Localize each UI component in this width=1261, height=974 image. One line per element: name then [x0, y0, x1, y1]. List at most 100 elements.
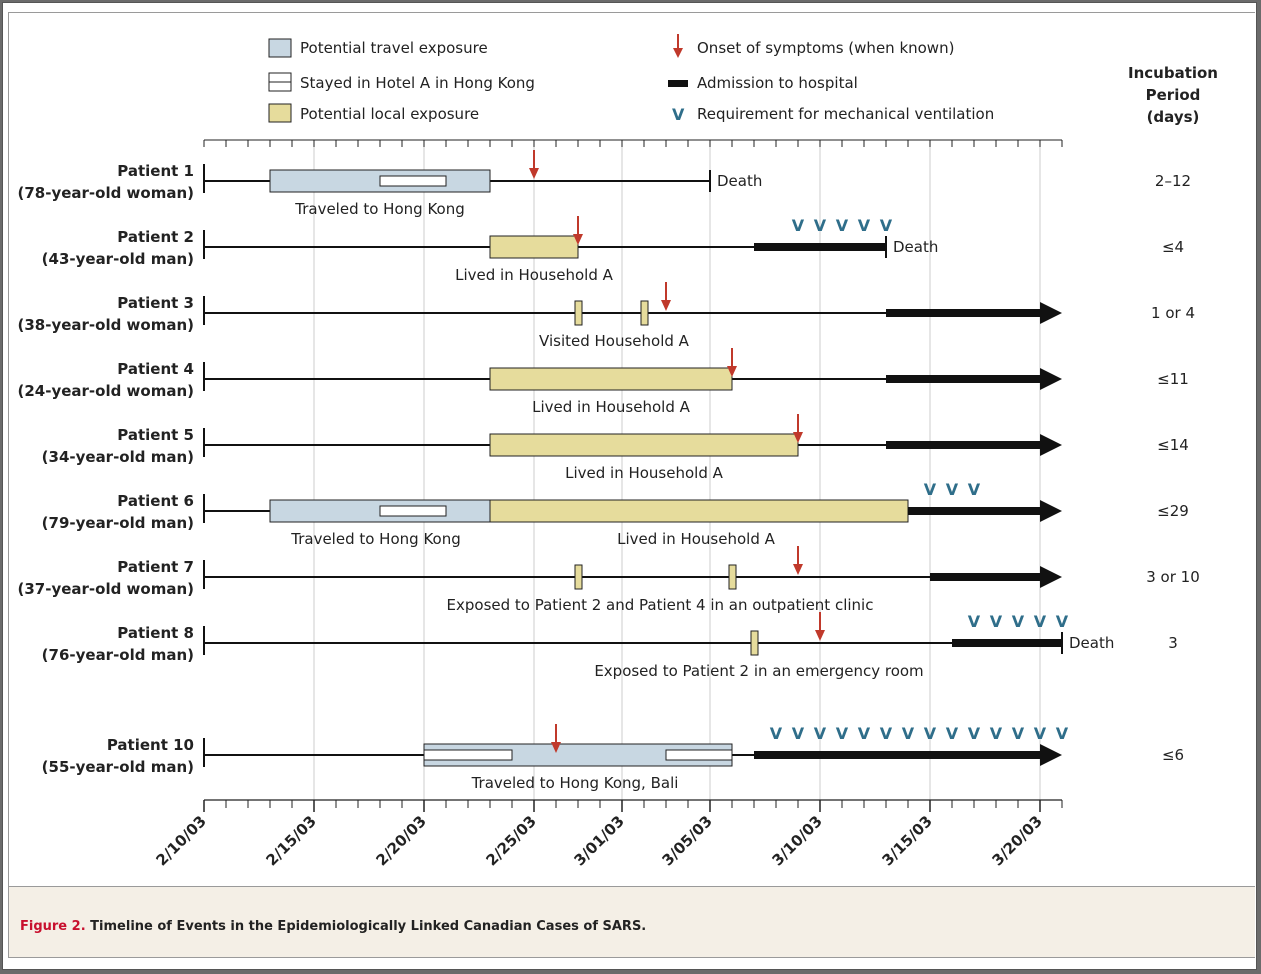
patient-row: Patient 1 (78-year-old woman) 2–12 Death Tra… — [17, 150, 1191, 218]
legend-hotel-label: Stayed in Hotel A in Hong Kong — [300, 74, 535, 92]
hotel-stay-bar — [379, 505, 447, 517]
patient-description: (34-year-old man) — [42, 448, 194, 466]
exposure-label: Exposed to Patient 2 in an emergency roo… — [594, 662, 923, 680]
legend-onset-label: Onset of symptoms (when known) — [697, 39, 954, 57]
caption-lead: Figure 2. — [20, 919, 86, 934]
ventilation-marker: V — [1034, 724, 1047, 743]
patient-label: Patient 5 — [117, 426, 194, 444]
outcome-label: Death — [1069, 634, 1114, 652]
patient-description: (37-year-old woman) — [17, 580, 194, 598]
ventilation-marker: V — [836, 216, 849, 235]
legend-travel-label: Potential travel exposure — [300, 39, 488, 57]
patient-row: Patient 6(79-year-old man)≤29V V VTraveled… — [42, 480, 1189, 548]
patient-description: (43-year-old man) — [42, 250, 194, 268]
ongoing-arrowhead — [1040, 302, 1062, 324]
ventilation-marker: V — [1056, 612, 1069, 631]
local-exposure-bar — [489, 367, 733, 391]
exposure-label: Lived in Household A — [565, 464, 724, 482]
exposure-label: Traveled to Hong Kong, Bali — [471, 774, 679, 792]
incubation-value: ≤6 — [1162, 746, 1184, 764]
legend-vent-icon: V — [672, 105, 685, 124]
incubation-value: 3 — [1168, 634, 1178, 652]
x-tick-label: 3/15/03 — [878, 812, 935, 869]
ventilation-marker: V — [880, 216, 893, 235]
x-tick-label: 2/10/03 — [152, 812, 209, 869]
onset-arrow-head — [573, 234, 583, 245]
ventilation-marker: V — [770, 724, 783, 743]
ventilation-marker: V — [968, 480, 981, 499]
local-exposure-visit — [640, 300, 649, 326]
grid — [313, 140, 1041, 800]
x-tick-label: 3/20/03 — [988, 812, 1045, 869]
incubation-value: ≤11 — [1157, 370, 1189, 388]
local-exposure-visit — [750, 630, 759, 656]
ventilation-marker: V — [990, 612, 1003, 631]
incubation-header-line-1: Incubation — [1128, 64, 1218, 82]
patient-label: Patient 4 — [117, 360, 194, 378]
incubation-value: ≤29 — [1157, 502, 1189, 520]
incubation-header: Incubation Period (days) — [1128, 64, 1218, 126]
incubation-value: 2–12 — [1155, 172, 1191, 190]
ongoing-arrowhead — [1040, 434, 1062, 456]
incubation-value: 1 or 4 — [1151, 304, 1195, 322]
legend-onset-arrow-icon — [673, 34, 683, 58]
ongoing-arrowhead — [1040, 368, 1062, 390]
ongoing-arrowhead — [1040, 500, 1062, 522]
exposure-label: Lived in Household A — [455, 266, 614, 284]
caption-text: Timeline of Events in the Epidemiologica… — [90, 919, 647, 934]
hotel-stay-bar — [379, 175, 447, 187]
local-exposure-bar — [489, 499, 909, 523]
exposure-label: Traveled to Hong Kong — [290, 530, 460, 548]
incubation-value: ≤4 — [1162, 238, 1184, 256]
ventilation-marker: V — [1012, 612, 1025, 631]
exposure-label: Traveled to Hong Kong — [294, 200, 464, 218]
incubation-value: ≤14 — [1157, 436, 1189, 454]
admission-bar — [886, 441, 1050, 449]
local-exposure-bar — [489, 235, 579, 259]
ventilation-marker: V — [880, 724, 893, 743]
x-tick-label: 2/25/03 — [482, 812, 539, 869]
patient-label: Patient 3 — [117, 294, 194, 312]
ventilation-marker: V — [990, 724, 1003, 743]
local-exposure-visit — [728, 564, 737, 590]
patient-description: (79-year-old man) — [42, 514, 194, 532]
caption-bar — [8, 887, 1255, 958]
legend-local-swatch — [268, 103, 292, 123]
ventilation-marker: V — [814, 216, 827, 235]
patient-row: Patient 4 (24-year-old woman) ≤11 Lived in … — [17, 348, 1189, 416]
admission-bar — [930, 573, 1050, 581]
ventilation-marker: V — [858, 216, 871, 235]
x-tick-label: 3/01/03 — [570, 812, 627, 869]
ventilation-marker: V — [858, 724, 871, 743]
patient-rows: Patient 1 (78-year-old woman) 2–12 Death Tra… — [17, 150, 1200, 792]
onset-arrow-head — [551, 742, 561, 753]
outcome-label: Death — [893, 238, 938, 256]
onset-arrow-head — [815, 630, 825, 641]
exposure-label: Lived in Household A — [532, 398, 691, 416]
ventilation-marker: V — [924, 724, 937, 743]
legend-travel-swatch — [268, 38, 292, 58]
ventilation-marker: V — [1056, 724, 1069, 743]
legend-admission-label: Admission to hospital — [697, 74, 858, 92]
patient-row: Patient 7 (37-year-old woman) 3 or 10 Expos… — [17, 546, 1200, 614]
onset-arrow-head — [727, 366, 737, 377]
ventilation-marker: V — [946, 724, 959, 743]
x-tick-label: 3/05/03 — [658, 812, 715, 869]
ventilation-marker: V — [1012, 724, 1025, 743]
x-tick-label: 3/10/03 — [768, 812, 825, 869]
ventilation-marker: V — [946, 480, 959, 499]
ventilation-marker: V — [968, 612, 981, 631]
patient-label: Patient 8 — [117, 624, 194, 642]
patient-row: Patient 10(55-year-old man)≤6V V V V V V V V V V V… — [42, 724, 1184, 792]
x-tick-label: 2/15/03 — [262, 812, 319, 869]
hotel-stay-bar — [665, 749, 733, 761]
ventilation-marker: V — [792, 724, 805, 743]
incubation-header-line-2: Period — [1146, 86, 1201, 104]
incubation-value: 3 or 10 — [1146, 568, 1200, 586]
x-tick-label: 2/20/03 — [372, 812, 429, 869]
ongoing-arrowhead — [1040, 744, 1062, 766]
legend-local-label: Potential local exposure — [300, 105, 479, 123]
exposure-label-secondary: Lived in Household A — [617, 530, 776, 548]
